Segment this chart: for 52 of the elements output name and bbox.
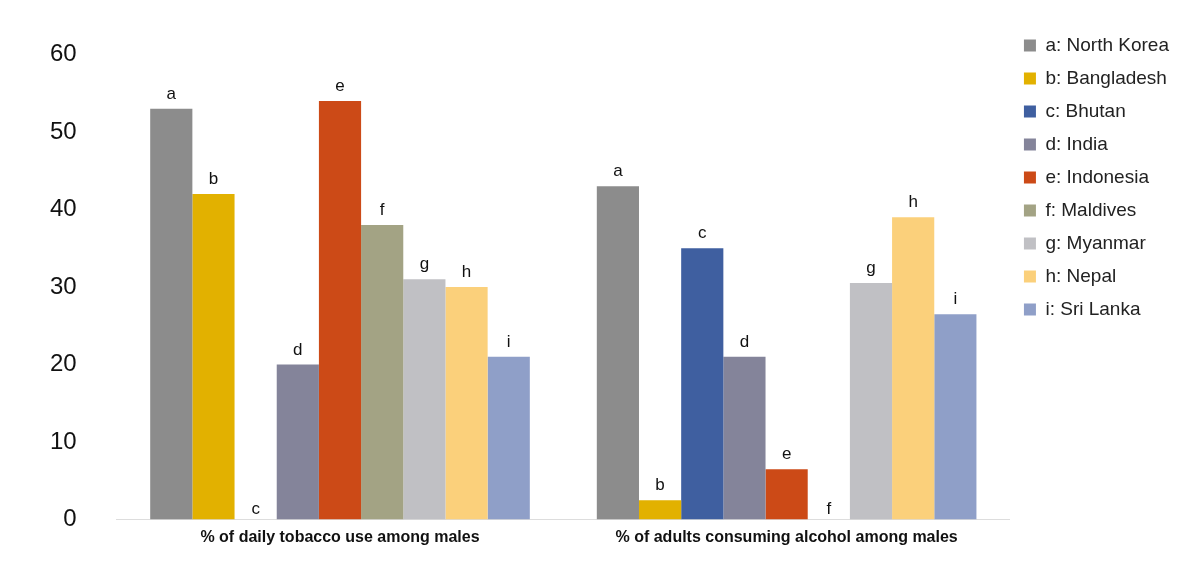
data-label: a xyxy=(613,161,624,181)
bar xyxy=(892,217,935,520)
y-tick-label: 10 xyxy=(49,426,77,454)
bar xyxy=(487,356,530,520)
y-tick-label: 50 xyxy=(49,116,77,144)
bar xyxy=(765,469,808,520)
bar xyxy=(276,364,319,520)
bar xyxy=(638,500,682,520)
bar xyxy=(192,193,235,520)
bar xyxy=(445,287,488,520)
y-tick-label: 30 xyxy=(49,271,77,299)
data-label: g xyxy=(419,254,430,274)
legend-label: f: Maldives xyxy=(1045,198,1137,220)
y-tick-label: 20 xyxy=(49,349,77,377)
data-label: h xyxy=(461,262,472,282)
x-tick-label: % of adults consuming alcohol among males xyxy=(615,527,958,545)
bar xyxy=(849,283,893,520)
bar xyxy=(681,248,724,520)
data-label: i xyxy=(953,289,958,309)
data-label: e xyxy=(335,76,345,96)
data-label: d xyxy=(739,331,750,351)
data-label: b xyxy=(208,169,219,189)
bar xyxy=(361,224,404,520)
annotation: c xyxy=(251,498,261,518)
y-tick-label: 0 xyxy=(63,504,77,532)
data-label: e xyxy=(781,444,792,464)
bar xyxy=(318,100,362,520)
legend-label: a: North Korea xyxy=(1045,33,1170,55)
bar xyxy=(934,314,977,520)
data-label: i xyxy=(506,331,511,351)
legend-label: g: Myanmar xyxy=(1045,231,1147,253)
legend-label: b: Bangladesh xyxy=(1045,66,1167,88)
legend-label: c: Bhutan xyxy=(1045,99,1126,121)
data-label: g xyxy=(866,258,876,278)
data-label: f xyxy=(379,200,385,220)
bar xyxy=(403,279,446,520)
legend-label: h: Nepal xyxy=(1045,264,1117,286)
bar xyxy=(150,108,193,520)
bar xyxy=(596,186,639,520)
data-label: b xyxy=(655,475,665,495)
legend-label: d: India xyxy=(1045,132,1109,154)
x-tick-label: % of daily tobacco use among males xyxy=(200,527,480,545)
data-label: a xyxy=(166,83,177,103)
data-label: c xyxy=(698,223,708,243)
legend-label: i: Sri Lanka xyxy=(1045,297,1141,319)
y-tick-label: 40 xyxy=(49,194,77,222)
data-label: d xyxy=(293,339,303,359)
bar xyxy=(723,356,766,520)
annotation: f xyxy=(826,498,832,518)
data-label: h xyxy=(908,192,918,212)
legend-label: e: Indonesia xyxy=(1045,165,1150,187)
y-tick-label: 60 xyxy=(49,39,77,67)
